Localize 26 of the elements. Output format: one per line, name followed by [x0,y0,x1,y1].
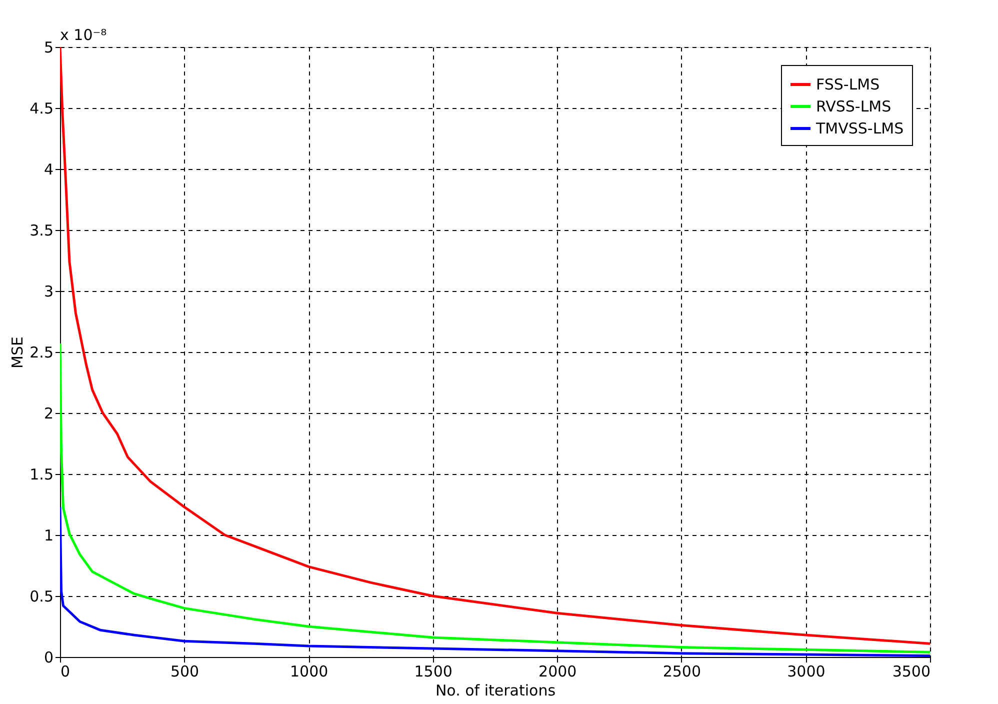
x-tick-label: 3000 [787,662,826,680]
x-tick-label: 1000 [290,662,328,680]
y-tick-label: 2.5 [30,344,54,362]
x-tick-label: 500 [170,662,200,680]
text: x 10⁻⁸ [60,26,107,44]
y-tick-label: 5 [44,38,54,56]
y-tick-label: 4.5 [30,100,54,118]
x-tick-label: 0 [60,662,70,680]
y-tick-label: 1.5 [30,466,54,484]
x-tick-label: 3500 [892,662,930,680]
y-tick-label: 3 [44,282,54,300]
y-tick-label: 2 [44,404,54,422]
legend-label: TMVSS-LMS [815,120,904,138]
x-axis-title: No. of iterations [435,682,556,700]
y-axis-title: MSE [8,336,27,368]
legend-label: FSS-LMS [816,76,880,94]
y-tick-label: 0.5 [30,588,54,606]
legend-label: RVSS-LMS [816,98,892,116]
line-series [60,342,930,654]
y-tick-label: 3.5 [30,222,54,240]
y-tick-label: 0 [44,648,54,666]
y-tick-label: 1 [44,526,54,544]
y-tick-label: 4 [44,160,54,178]
x-tick-label: 2500 [662,662,702,680]
x-tick-label: 2000 [538,662,577,680]
x-tick-label: 1500 [414,662,452,680]
